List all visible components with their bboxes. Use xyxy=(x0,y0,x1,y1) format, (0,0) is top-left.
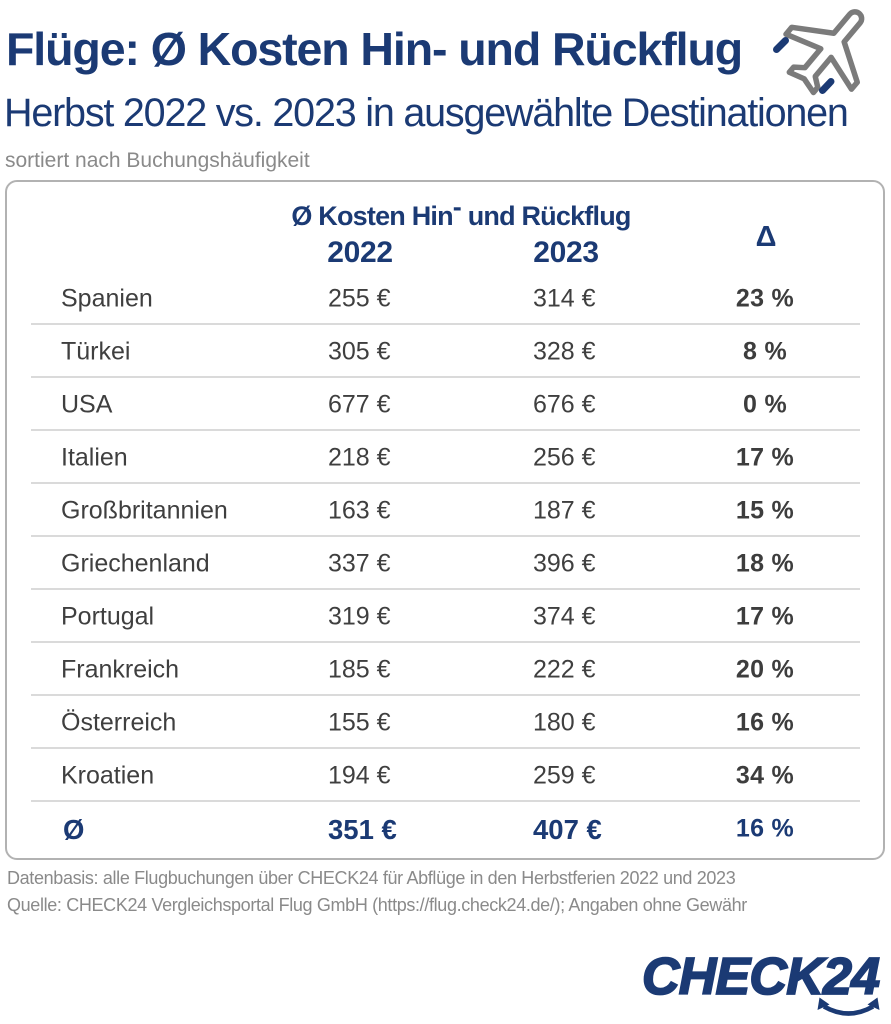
svg-text:CHECK24: CHECK24 xyxy=(642,950,880,1006)
